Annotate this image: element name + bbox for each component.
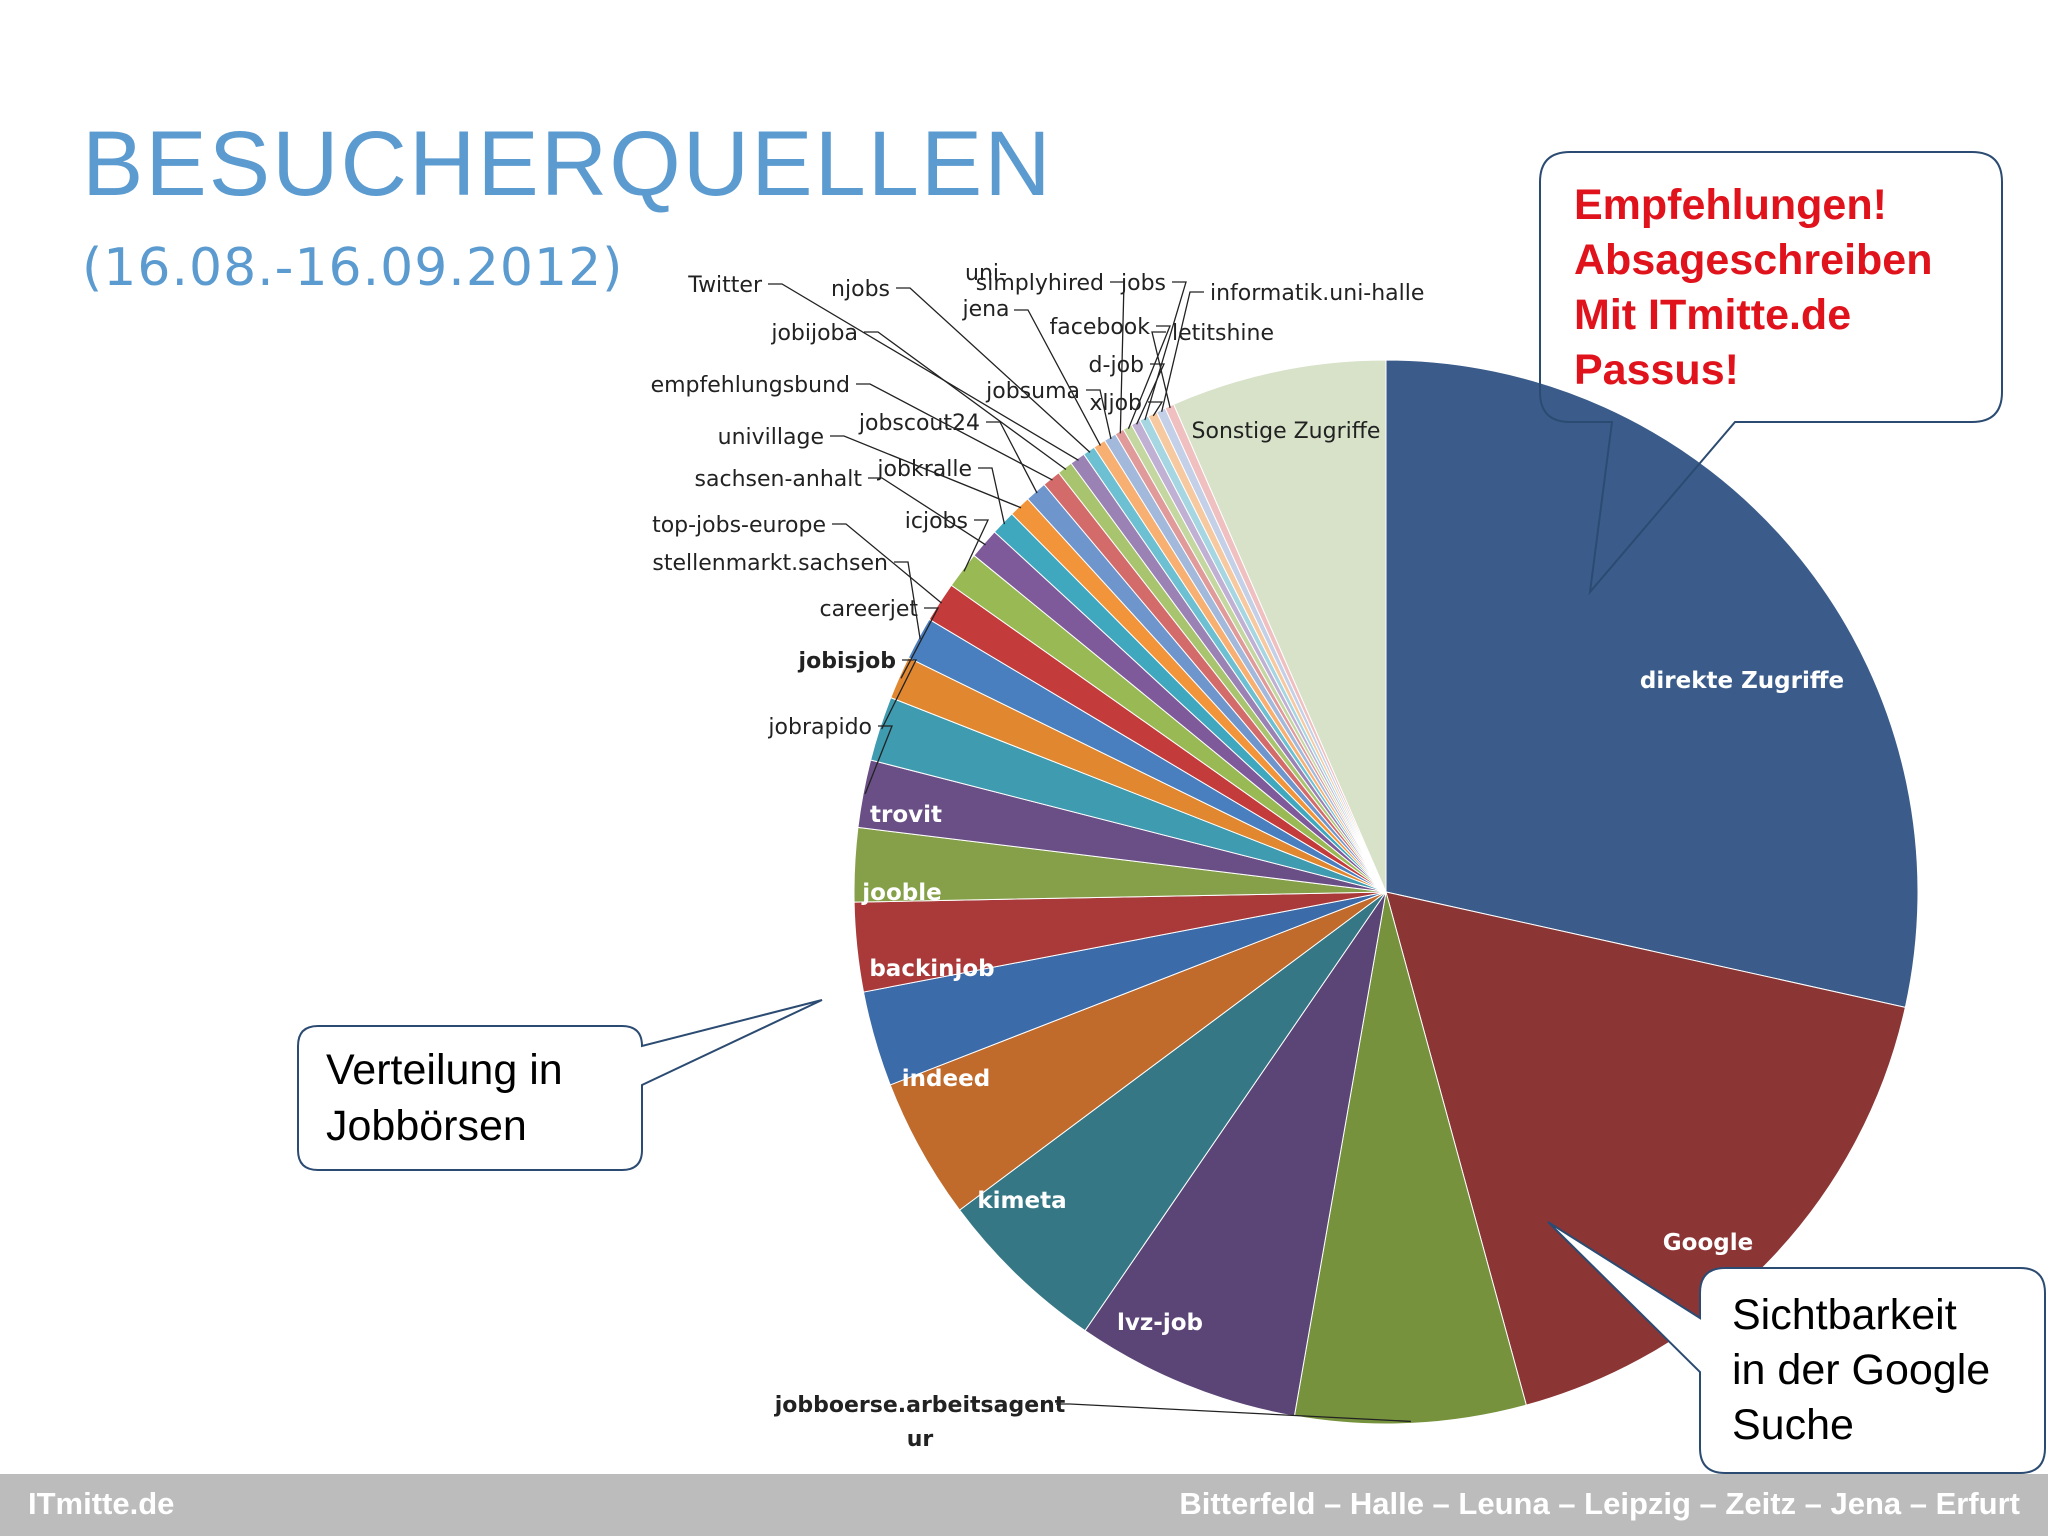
pie-leader-line bbox=[1144, 281, 1187, 421]
callout-google-line: Suche bbox=[1732, 1401, 1854, 1450]
pie-leader-line bbox=[864, 331, 1067, 471]
pie-leader-line bbox=[1161, 291, 1204, 412]
pie-leader-line bbox=[1151, 331, 1171, 409]
pie-leader-line bbox=[894, 561, 921, 640]
pie-label: stellenmarkt.sachsen bbox=[652, 551, 888, 576]
pie-label: empfehlungsbund bbox=[651, 373, 850, 398]
pie-slice-direkte-zugriffe bbox=[1385, 359, 1919, 1008]
pie-leader-line bbox=[1014, 309, 1101, 446]
pie-leader-line bbox=[856, 383, 1053, 481]
pie-label: jobkralle bbox=[876, 457, 972, 482]
pie-label: jobisjob bbox=[798, 649, 896, 674]
pie-label: jobijoba bbox=[770, 321, 858, 346]
footer-bar: ITmitte.de Bitterfeld – Halle – Leuna – … bbox=[0, 1474, 2048, 1536]
pie-leader-line bbox=[896, 287, 1091, 453]
pie-label: facebook bbox=[1050, 315, 1151, 340]
callout-recommendations-text: Empfehlungen! Absageschreiben Mit ITmitt… bbox=[1574, 178, 1932, 398]
pie-label: univillage bbox=[718, 425, 824, 450]
pie-slice-sonstige-zugriffe bbox=[1172, 359, 1387, 893]
slide-subtitle: (16.08.-16.09.2012) bbox=[82, 238, 624, 298]
pie-label: Sonstige Zugriffe bbox=[1192, 419, 1381, 444]
callout-recommend-line: Mit ITmitte.de bbox=[1574, 291, 1852, 340]
callout-jobboards-text: Verteilung in Jobbörsen bbox=[326, 1043, 563, 1155]
pie-leader-line bbox=[978, 467, 1006, 525]
pie-slice-kimeta bbox=[958, 891, 1387, 1332]
pie-inside-labels: direkte Zugriffe Google lvz-job kimeta indee… bbox=[861, 419, 1844, 1336]
pie-leader-line bbox=[1086, 389, 1112, 440]
pie-leader-line bbox=[881, 659, 918, 730]
pie-leader-line bbox=[963, 519, 990, 572]
pie-slice-google bbox=[1385, 891, 1906, 1406]
callout-jobboards-line: Jobbörsen bbox=[326, 1101, 527, 1150]
pie-label: d-job bbox=[1089, 353, 1144, 378]
pie-leader-line bbox=[768, 283, 1079, 461]
pie-label: indeed bbox=[902, 1066, 990, 1092]
footer-locations: Bitterfeld – Halle – Leuna – Leipzig – Z… bbox=[1179, 1486, 2020, 1521]
pie-label: jobboerse.arbeitsagent ur bbox=[774, 1393, 1066, 1452]
pie-label: direkte Zugriffe bbox=[1640, 668, 1844, 694]
pie-label: simplyhired bbox=[976, 271, 1104, 296]
pie-leader-line bbox=[1056, 1403, 1411, 1423]
pie-label: informatik.uni-halle bbox=[1210, 281, 1424, 306]
pie-leader-line bbox=[1148, 401, 1164, 417]
pie-leader-line bbox=[868, 477, 986, 546]
pie-label: letitshine bbox=[1172, 321, 1274, 346]
pie-slice-lvz-job bbox=[1084, 891, 1387, 1417]
callout-recommend-line: Absageschreiben bbox=[1574, 236, 1933, 285]
pie-slice-jobboerse-arbeitsagentur bbox=[1293, 891, 1527, 1425]
pie-label: uni-jena bbox=[961, 261, 1009, 322]
pie-label: careerjet bbox=[819, 597, 918, 622]
callout-google-bubble bbox=[1547, 1221, 2046, 1474]
callout-recommend-line: Empfehlungen! bbox=[1574, 181, 1887, 229]
pie-label: kimeta bbox=[977, 1188, 1066, 1214]
pie-label: jooble bbox=[861, 880, 941, 906]
pie-leader-line bbox=[1127, 325, 1171, 430]
pie-label: jobs bbox=[1120, 271, 1166, 296]
pie-label: trovit bbox=[870, 802, 942, 828]
pie-label: xljob bbox=[1089, 391, 1142, 416]
pie-leader-line bbox=[1110, 281, 1125, 434]
callout-google-line: Sichtbarkeit bbox=[1732, 1291, 1957, 1339]
pie-label: top-jobs-europe bbox=[652, 513, 826, 538]
pie-outside-labels: jobboerse.arbeitsagent ur jobrapido jobisjo… bbox=[651, 261, 1425, 1452]
pie-leader-line bbox=[830, 435, 1022, 509]
pie-label: jobsuma bbox=[985, 379, 1080, 404]
pie-label: Twitter bbox=[687, 273, 763, 298]
callout-jobboards-line: Verteilung in bbox=[326, 1046, 563, 1094]
pie-leader-line bbox=[1136, 363, 1166, 425]
pie-label: backinjob bbox=[869, 956, 994, 982]
callout-google-text: Sichtbarkeit in der Google Suche bbox=[1732, 1288, 1990, 1453]
callout-recommend-bubble bbox=[1539, 151, 2003, 596]
pie-label: lvz-job bbox=[1117, 1310, 1203, 1336]
pie-slices bbox=[853, 359, 1919, 1425]
pie-label: Google bbox=[1663, 1230, 1753, 1256]
pie-label: jobrapido bbox=[767, 715, 872, 740]
footer-brand: ITmitte.de bbox=[28, 1486, 175, 1521]
pie-leader-line bbox=[832, 523, 943, 604]
slide-title: BESUCHERQUELLEN bbox=[82, 113, 1053, 215]
pie-label: sachsen-anhalt bbox=[695, 467, 863, 492]
pie-label: njobs bbox=[831, 277, 890, 302]
callout-google-line: in der Google bbox=[1732, 1346, 1991, 1395]
callout-jobboards-bubble bbox=[297, 999, 823, 1171]
pie-leader-line bbox=[986, 421, 1038, 494]
callout-recommend-line: Passus! bbox=[1574, 346, 1739, 395]
pie-leader-line bbox=[900, 607, 940, 679]
